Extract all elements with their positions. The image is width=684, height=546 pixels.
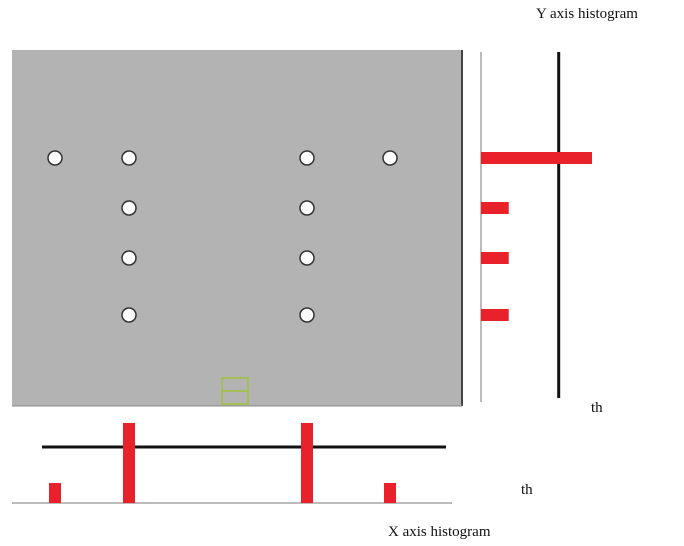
hole-3 [299, 150, 315, 166]
x-histogram-bars [49, 423, 396, 503]
y-histogram-title: Y axis histogram [536, 6, 638, 22]
hole-4 [382, 150, 398, 166]
roi-marker [221, 377, 249, 405]
y-bar-r4 [481, 309, 509, 321]
y-bar-r3 [481, 252, 509, 264]
y-bar-r2 [481, 202, 509, 214]
y-threshold-label: th [591, 400, 603, 416]
x-bar-c1 [49, 483, 61, 503]
hole-7 [121, 250, 137, 266]
x-bar-c2 [123, 423, 135, 503]
x-bar-c4 [384, 483, 396, 503]
hole-10 [299, 307, 315, 323]
hole-1 [47, 150, 63, 166]
hole-8 [299, 250, 315, 266]
x-threshold-label: th [521, 482, 533, 498]
hole-2 [121, 150, 137, 166]
x-bar-c3 [301, 423, 313, 503]
image-panel [12, 50, 462, 406]
hole-5 [121, 200, 137, 216]
hole-6 [299, 200, 315, 216]
x-histogram-title: X axis histogram [388, 524, 491, 540]
y-bar-r1 [481, 152, 592, 164]
holes-layer [47, 150, 398, 323]
hole-9 [121, 307, 137, 323]
y-histogram-bars [481, 152, 592, 321]
